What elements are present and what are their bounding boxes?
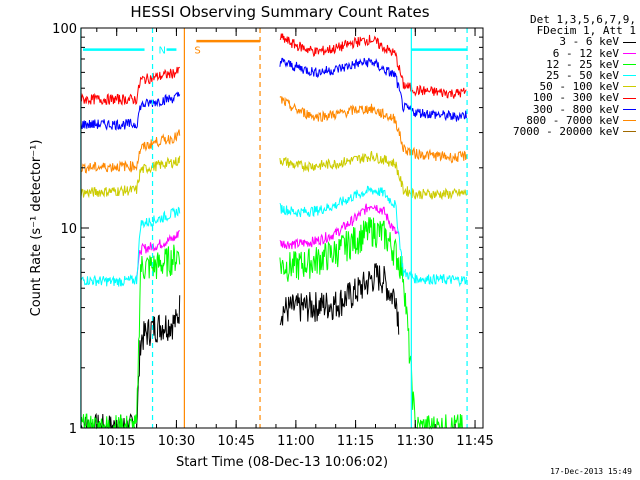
series-line-5-1: [279, 33, 467, 99]
x-axis-label: Start Time (08-Dec-13 10:06:02): [176, 455, 388, 470]
y-tick-label-2: 100: [52, 22, 77, 37]
legend: Det 1,3,5,6,7,9, FDecim 1, Att 1 3 - 6 k…: [488, 14, 636, 137]
legend-entry-8: 7000 - 20000 keV: [488, 126, 636, 137]
legend-entry-3: 25 - 50 keV: [488, 70, 636, 81]
x-tick-label-5: 11:30: [397, 434, 434, 449]
series-line-5-0: [80, 66, 181, 106]
legend-swatch: [623, 97, 636, 99]
legend-label: 12 - 25 keV: [546, 57, 619, 71]
legend-entry-4: 50 - 100 keV: [488, 81, 636, 92]
legend-entry-7: 800 - 7000 keV: [488, 115, 636, 126]
series-line-3-1: [279, 185, 467, 288]
x-tick-label-3: 11:00: [277, 434, 314, 449]
series-line-3-0: [80, 206, 181, 287]
series-line-6-0: [80, 91, 181, 131]
annotation-s: S: [194, 46, 200, 57]
legend-label: 300 - 800 keV: [532, 102, 619, 116]
legend-header-line: Det 1,3,5,6,7,9,: [530, 13, 636, 26]
x-tick-label-1: 10:30: [158, 434, 195, 449]
y-axis-label: Count Rate (s⁻¹ detector⁻¹): [29, 140, 44, 317]
legend-swatch: [623, 75, 636, 77]
legend-header-line: FDecim 1, Att 1: [536, 24, 636, 38]
legend-label: 50 - 100 keV: [539, 80, 619, 94]
x-tick-label-6: 11:45: [456, 434, 493, 449]
series-line-0-0: [80, 295, 181, 429]
series-line-4-1: [279, 150, 467, 201]
legend-swatch: [623, 119, 636, 121]
series-line-4-0: [80, 155, 181, 199]
timestamp: 17-Dec-2013 15:49: [550, 467, 632, 476]
y-tick-label-1: 10: [60, 222, 77, 237]
legend-entry-2: 12 - 25 keV: [488, 59, 636, 70]
legend-swatch: [623, 63, 636, 65]
x-tick-label-0: 10:15: [98, 434, 135, 449]
series-line-0-1: [279, 263, 400, 335]
axes-layer: 10:15 10:30 10:45 11:00 11:15 11:30 11:45 1 10 10…: [52, 22, 494, 449]
series-line-2-1: [279, 217, 463, 430]
legend-swatch: [623, 131, 636, 133]
legend-entry-5: 100 - 300 keV: [488, 91, 636, 105]
x-tick-label-4: 11:15: [337, 434, 374, 449]
legend-entry-0: 3 - 6 keV: [488, 35, 636, 49]
series-line-2-0: [80, 244, 181, 430]
chart-title: HESSI Observing Summary Count Rates: [130, 3, 429, 21]
plot-frame: [80, 27, 484, 429]
x-tick-label-2: 10:45: [217, 434, 254, 449]
legend-label: 25 - 50 keV: [546, 69, 619, 83]
series-line-1-0: [136, 230, 180, 280]
annotation-n: N: [159, 46, 166, 57]
legend-label: 6 - 12 keV: [552, 46, 619, 60]
legend-swatch: [623, 108, 636, 110]
legend-swatch: [623, 41, 636, 43]
series-line-7-0: [80, 129, 181, 174]
legend-entry-1: 6 - 12 keV: [488, 46, 636, 60]
legend-label: 100 - 300 keV: [532, 91, 619, 105]
legend-swatch: [623, 86, 636, 88]
legend-entry-6: 300 - 800 keV: [488, 102, 636, 116]
series-line-7-1: [279, 96, 467, 164]
series-line-1-1: [279, 203, 400, 250]
legend-label: 3 - 6 keV: [559, 35, 619, 49]
legend-label: 800 - 7000 keV: [526, 113, 619, 127]
y-tick-label-0: 1: [69, 422, 77, 437]
series-line-6-1: [279, 57, 467, 122]
legend-swatch: [623, 52, 636, 54]
legend-label: 7000 - 20000 keV: [513, 125, 619, 139]
